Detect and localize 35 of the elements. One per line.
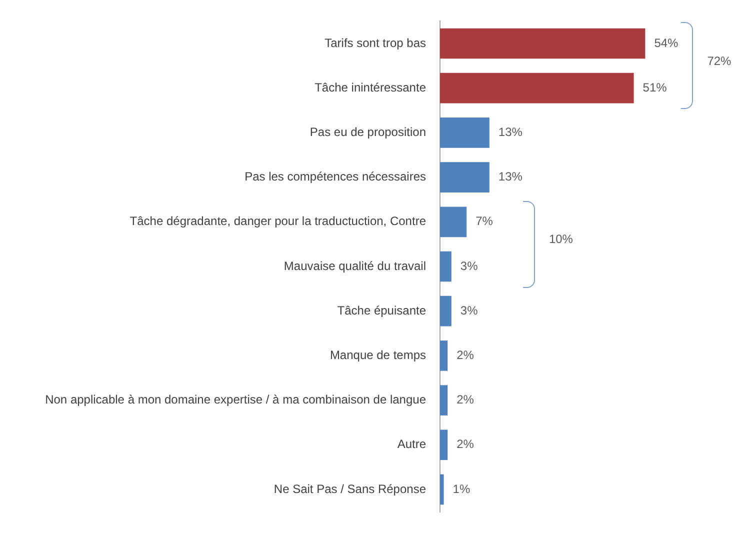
data-label: 51% — [642, 80, 668, 94]
bar — [440, 206, 467, 238]
data-label: 1% — [452, 482, 470, 496]
y-tick-label: Pas les compétences nécessaires — [244, 170, 426, 184]
y-tick-label: Tarifs sont trop bas — [324, 36, 426, 50]
text: 72% — [707, 54, 732, 68]
data-label: 54% — [654, 36, 679, 50]
y-tick-label: Tâche inintéressante — [314, 80, 426, 94]
data-label: 3% — [460, 303, 478, 318]
bar — [440, 251, 452, 282]
data-label: 13% — [498, 125, 523, 140]
data-label: 2% — [456, 437, 474, 452]
data-label: 13% — [498, 170, 523, 184]
data-label: 3% — [460, 258, 478, 273]
y-tick-label: Autre — [397, 437, 426, 452]
bar — [440, 474, 444, 505]
y-tick-label: Pas eu de proposition — [310, 125, 426, 140]
y-tick-label: Mauvaise qualité du travail — [284, 258, 426, 273]
y-tick-label: Ne Sait Pas / Sans Réponse — [274, 482, 426, 496]
bar — [440, 162, 490, 192]
bar — [440, 296, 452, 326]
y-tick-label: Tâche dégradante, danger pour la traductuction, Contre — [130, 214, 426, 228]
bar — [440, 385, 448, 416]
data-label: 2% — [456, 392, 474, 407]
y-tick-label: Manque de temps — [330, 348, 426, 362]
data-label: 2% — [456, 348, 474, 362]
bar — [440, 340, 448, 371]
bar — [440, 118, 490, 148]
bar — [440, 430, 448, 460]
data-label: 7% — [476, 214, 494, 228]
y-tick-label: Non applicable à mon domaine expertise / à ma combinaison de langue — [45, 392, 426, 407]
bar — [440, 72, 634, 104]
annotation: 10% — [548, 232, 573, 246]
y-tick-label: Tâche épuisante — [337, 303, 426, 318]
bar — [440, 28, 646, 59]
